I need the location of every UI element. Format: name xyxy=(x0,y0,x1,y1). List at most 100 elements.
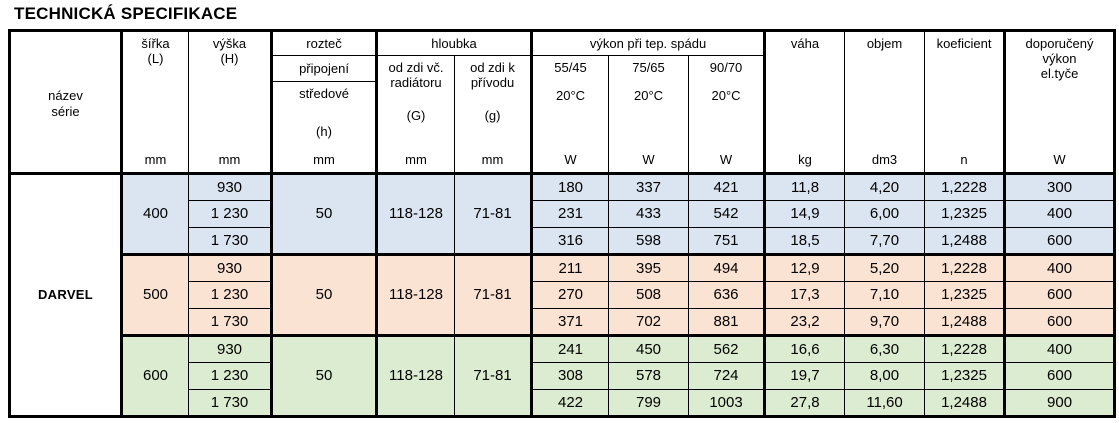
power-5545-cell: 371 xyxy=(531,308,610,336)
col-header-power-7565-temp: 20°C xyxy=(633,88,664,104)
col-header-pitch-central-label: středové xyxy=(299,86,349,101)
volume-cell: 8,00 xyxy=(844,362,926,390)
power-5545-cell: 270 xyxy=(531,281,610,309)
power-7565-cell: 508 xyxy=(608,281,690,309)
coefficient-cell: 1,2488 xyxy=(924,389,1007,417)
depth-to-cell: 71-81 xyxy=(453,172,534,255)
power-7565-cell: 395 xyxy=(608,253,690,282)
pitch-cell: 50 xyxy=(271,334,378,417)
coefficient-cell: 1,2488 xyxy=(924,227,1007,255)
col-header-coefficient-label: koeficient xyxy=(936,35,992,51)
weight-cell: 16,6 xyxy=(764,334,846,363)
col-header-pitch-connection-label: připojení xyxy=(299,60,349,76)
page-title: TECHNICKÁ SPECIFIKACE xyxy=(14,4,238,23)
coefficient-cell: 1,2488 xyxy=(924,308,1007,336)
height-cell: 1 230 xyxy=(188,362,273,390)
unit-recommended: W xyxy=(1053,152,1066,168)
power-9070-cell: 636 xyxy=(688,281,767,309)
col-header-depth: hloubka xyxy=(375,30,534,56)
height-cell: 930 xyxy=(188,172,273,201)
unit-pitch: mm xyxy=(313,151,335,167)
depth-incl-cell: 118-128 xyxy=(376,172,455,255)
depth-to-cell: 71-81 xyxy=(453,334,534,417)
volume-cell: 4,20 xyxy=(844,172,926,201)
el-power-cell: 600 xyxy=(1004,227,1116,255)
el-power-cell: 400 xyxy=(1004,334,1116,363)
power-5545-cell: 316 xyxy=(531,227,610,255)
col-header-depth-incl-symbol: (G) xyxy=(406,107,426,123)
unit-depth-incl: mm xyxy=(405,151,427,167)
col-header-volume: objem dm3 xyxy=(844,30,926,174)
unit-coefficient: n xyxy=(960,152,968,168)
power-7565-cell: 433 xyxy=(608,200,690,228)
unit-power-9070: W xyxy=(719,151,733,167)
coefficient-cell: 1,2228 xyxy=(924,172,1007,201)
power-9070-cell: 1003 xyxy=(688,389,767,417)
height-cell: 1 230 xyxy=(188,200,273,228)
height-cell: 1 230 xyxy=(188,281,273,309)
depth-to-cell: 71-81 xyxy=(453,253,534,336)
power-5545-cell: 308 xyxy=(531,362,610,390)
col-header-pitch-symbol: (h) xyxy=(316,124,332,140)
coefficient-cell: 1,2228 xyxy=(924,253,1007,282)
col-header-coefficient: koeficient n xyxy=(924,30,1007,174)
depth-incl-cell: 118-128 xyxy=(376,253,455,336)
volume-cell: 7,70 xyxy=(844,227,926,255)
height-cell: 930 xyxy=(188,253,273,282)
el-power-cell: 300 xyxy=(1004,172,1116,201)
height-cell: 1 730 xyxy=(188,227,273,255)
col-header-series-label: název série xyxy=(48,88,83,119)
spec-table: název série šířka (L) mm výška (H) mm ro… xyxy=(8,29,1117,418)
power-5545-cell: 241 xyxy=(531,334,610,363)
width-cell: 400 xyxy=(121,172,189,255)
power-9070-cell: 494 xyxy=(688,253,767,282)
el-power-cell: 400 xyxy=(1004,200,1116,228)
volume-cell: 9,70 xyxy=(844,308,926,336)
volume-cell: 11,60 xyxy=(844,389,926,417)
weight-cell: 17,3 xyxy=(764,281,846,309)
col-header-power-7565-label: 75/65 xyxy=(632,60,665,75)
col-header-weight-label: váha xyxy=(790,35,820,51)
height-cell: 1 730 xyxy=(188,389,273,417)
unit-depth-to: mm xyxy=(481,151,504,167)
power-5545-cell: 422 xyxy=(531,389,610,417)
el-power-cell: 900 xyxy=(1004,389,1116,417)
power-5545-cell: 180 xyxy=(531,172,610,201)
weight-cell: 19,7 xyxy=(764,362,846,390)
power-7565-cell: 598 xyxy=(608,227,690,255)
col-header-height-label: výška (H) xyxy=(212,35,247,66)
col-header-depth-to: od zdi k přívodu (g) mm xyxy=(453,55,534,174)
width-cell: 500 xyxy=(121,253,189,336)
col-header-power-9070-label: 90/70 xyxy=(709,60,743,75)
volume-cell: 6,30 xyxy=(844,334,926,363)
col-header-pitch-connection: připojení xyxy=(271,55,378,82)
unit-power-5545: W xyxy=(564,151,577,167)
weight-cell: 18,5 xyxy=(764,227,846,255)
width-cell: 600 xyxy=(121,334,189,417)
el-power-cell: 400 xyxy=(1004,253,1116,282)
volume-cell: 5,20 xyxy=(844,253,926,282)
volume-cell: 6,00 xyxy=(844,200,926,228)
col-header-power: výkon při tep. spádu xyxy=(531,30,767,56)
col-header-depth-label: hloubka xyxy=(431,35,477,51)
col-header-series: název série xyxy=(9,30,123,174)
col-header-pitch: rozteč xyxy=(271,30,378,56)
el-power-cell: 600 xyxy=(1004,362,1116,390)
col-header-weight: váha kg xyxy=(764,30,846,174)
power-9070-cell: 751 xyxy=(688,227,767,255)
pitch-cell: 50 xyxy=(271,253,378,336)
coefficient-cell: 1,2325 xyxy=(924,362,1007,390)
col-header-power-5545-label: 55/45 xyxy=(554,60,587,75)
col-header-recommended: doporučený výkon el.tyče W xyxy=(1004,30,1116,174)
unit-power-7565: W xyxy=(642,151,655,167)
col-header-power-9070-temp: 20°C xyxy=(711,88,741,104)
col-header-depth-incl-label: od zdi vč. radiátoru xyxy=(388,60,444,91)
height-cell: 1 730 xyxy=(188,308,273,336)
col-header-pitch-label: rozteč xyxy=(306,35,342,51)
pitch-cell: 50 xyxy=(271,172,378,255)
unit-weight: kg xyxy=(798,152,812,168)
power-7565-cell: 450 xyxy=(608,334,690,363)
col-header-width-label: šířka (L) xyxy=(141,35,170,66)
el-power-cell: 600 xyxy=(1004,308,1116,336)
coefficient-cell: 1,2325 xyxy=(924,200,1007,228)
